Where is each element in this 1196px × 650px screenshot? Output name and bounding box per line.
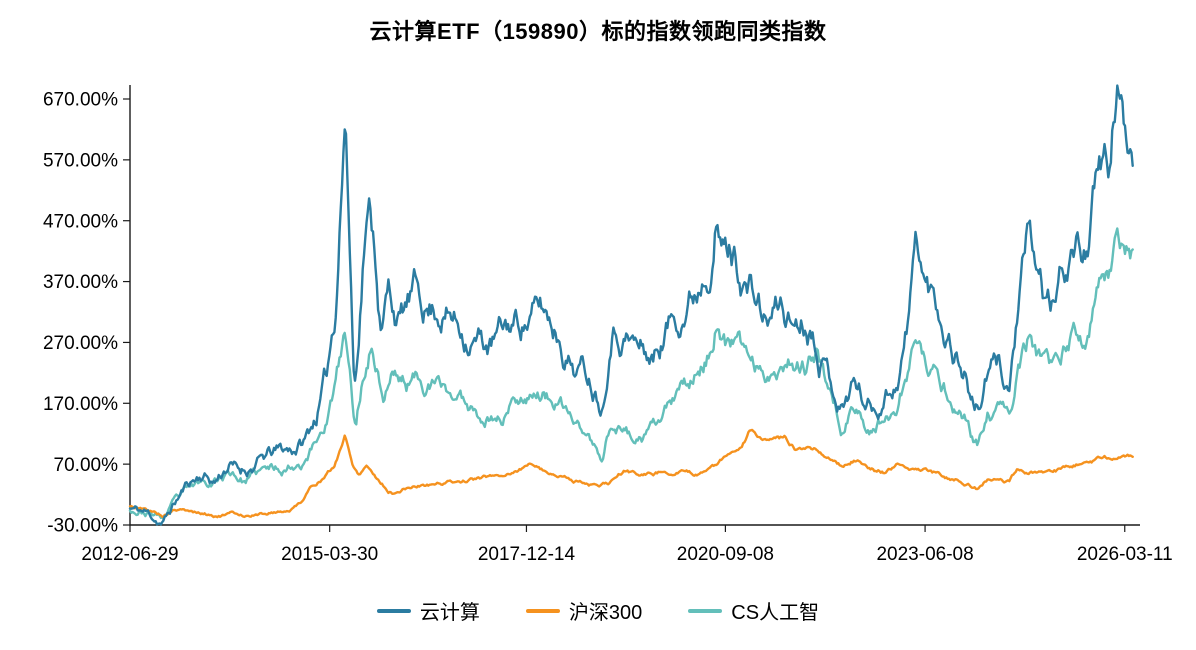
series-line-hs300: [128, 428, 1134, 519]
legend-label-cs-ai: CS人工智: [731, 602, 820, 624]
x-tick-label: 2012-06-29: [81, 544, 178, 565]
axes: [129, 85, 1140, 526]
y-tick-label: 70.00%: [54, 455, 119, 476]
x-tick-label: 2015-03-30: [281, 544, 378, 565]
y-tick-label: 370.00%: [43, 272, 118, 293]
line-chart: -30.00% 70.00% 170.00% 270.00% 370.00% 470.00…: [43, 84, 1173, 565]
x-tick-label: 2017-12-14: [478, 544, 576, 565]
x-tick-label: 2020-09-08: [677, 544, 774, 565]
legend-item-yunjisuan: 云计算: [376, 596, 480, 625]
legend-item-cs-ai: CS人工智: [688, 596, 819, 625]
y-tick-label: 670.00%: [43, 90, 118, 111]
legend-label-hs300: 沪深300: [568, 602, 643, 624]
chart-legend: 云计算 沪深300 CS人工智: [0, 596, 1196, 625]
legend-item-hs300: 沪深300: [525, 596, 643, 625]
legend-label-yunjisuan: 云计算: [419, 602, 480, 624]
x-tick-label: 2023-06-08: [876, 544, 973, 565]
series-line-yunjisuan: [128, 84, 1134, 526]
y-tick-label: -30.00%: [47, 516, 118, 537]
y-tick-label: 570.00%: [43, 151, 118, 172]
chart-title: 云计算ETF（159890）标的指数领跑同类指数: [369, 19, 827, 44]
series-line-cs-ai: [128, 227, 1134, 521]
y-tick-label: 470.00%: [43, 211, 118, 232]
legend-swatch-yunjisuan: [376, 608, 411, 613]
y-tick-label: 170.00%: [43, 394, 118, 415]
x-tick-label: 2026-03-11: [1077, 544, 1173, 565]
legend-swatch-hs300: [525, 608, 560, 613]
y-tick-label: 270.00%: [43, 333, 118, 354]
legend-swatch-cs-ai: [688, 608, 723, 613]
